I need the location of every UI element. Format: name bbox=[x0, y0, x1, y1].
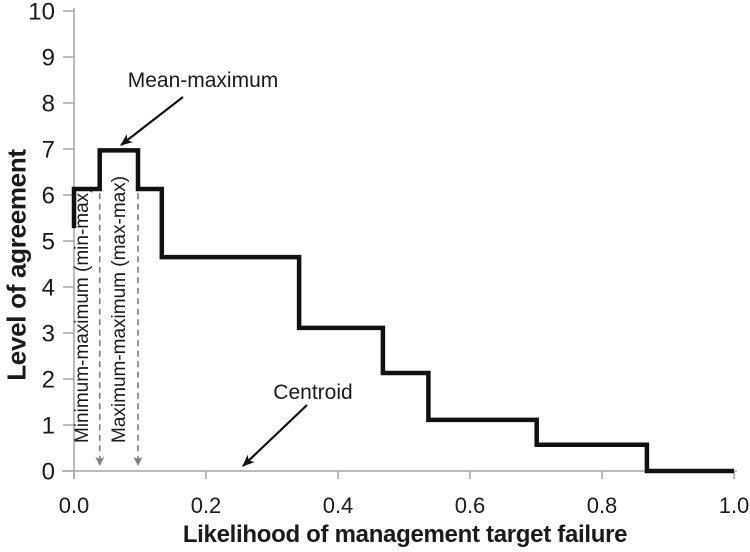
x-tick-label: 1.0 bbox=[719, 493, 750, 518]
min-max-label: Minimum-maximum (min-max) bbox=[72, 187, 93, 444]
mean-maximum-arrow bbox=[120, 96, 184, 146]
y-tick-label: 5 bbox=[42, 229, 55, 256]
y-tick-label: 8 bbox=[42, 91, 55, 118]
centroid-arrow bbox=[242, 404, 308, 467]
mean-maximum-label: Mean-maximum bbox=[128, 69, 279, 92]
x-tick-label: 0.6 bbox=[455, 493, 486, 518]
y-tick-label: 10 bbox=[28, 0, 55, 26]
y-axis-title: Level of agreement bbox=[1, 149, 32, 381]
agreement-step-function bbox=[71, 148, 734, 474]
x-tick-label: 0.0 bbox=[59, 493, 90, 518]
y-tick-label: 2 bbox=[42, 367, 55, 394]
y-tick-label: 7 bbox=[42, 137, 55, 164]
x-tick-label: 0.8 bbox=[587, 493, 618, 518]
x-tick-label: 0.4 bbox=[323, 493, 354, 518]
y-tick-label: 1 bbox=[42, 413, 55, 440]
x-tick-label: 0.2 bbox=[191, 493, 222, 518]
x-axis-title: Likelihood of management target failure bbox=[182, 521, 628, 548]
y-tick-label: 4 bbox=[42, 275, 55, 302]
y-tick-label: 3 bbox=[42, 321, 55, 348]
y-tick-label: 0 bbox=[42, 459, 55, 486]
centroid-label: Centroid bbox=[273, 381, 352, 404]
y-tick-label: 9 bbox=[42, 45, 55, 72]
max-max-label: Maximum-maximum (max-max) bbox=[109, 176, 130, 443]
y-tick-label: 6 bbox=[42, 183, 55, 210]
